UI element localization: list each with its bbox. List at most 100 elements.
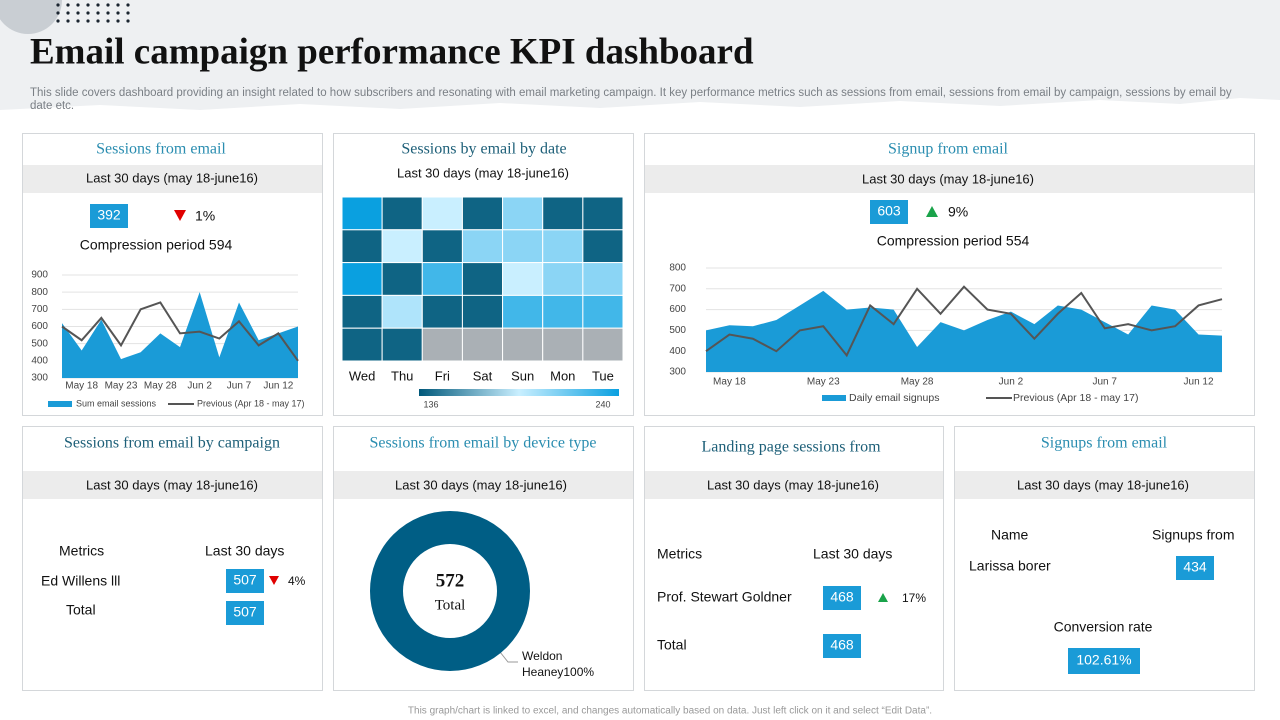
x-tick-label: Jun 2 bbox=[999, 377, 1024, 388]
heat-cell bbox=[381, 196, 423, 231]
heat-cell bbox=[461, 294, 504, 329]
decor-dots bbox=[56, 3, 130, 23]
heat-cell bbox=[381, 327, 423, 362]
row-change: 17% bbox=[902, 591, 926, 605]
change-arrow bbox=[174, 210, 186, 221]
x-tick-label: Mon bbox=[550, 368, 575, 383]
heat-cell bbox=[461, 262, 504, 296]
heat-cell bbox=[502, 196, 544, 231]
heat-cell bbox=[341, 229, 383, 264]
row-value: 434 bbox=[1183, 559, 1207, 575]
footer: This graph/chart is linked to excel, and… bbox=[408, 706, 932, 717]
kpi-note: Compression period 554 bbox=[877, 233, 1030, 249]
badge bbox=[823, 634, 861, 658]
heat-cell bbox=[341, 327, 383, 362]
arrow bbox=[269, 576, 279, 585]
heat-cell bbox=[582, 294, 624, 329]
leader-line bbox=[499, 651, 518, 663]
row-value: 468 bbox=[830, 589, 854, 605]
column-header: Last 30 days bbox=[813, 546, 892, 562]
x-tick-label: Sat bbox=[473, 368, 493, 383]
period-bar bbox=[645, 471, 943, 499]
column-header: Signups from bbox=[1152, 527, 1234, 543]
heat-cell bbox=[542, 327, 584, 362]
heat-cell bbox=[421, 262, 463, 296]
area bbox=[706, 290, 1222, 372]
y-tick-label: 800 bbox=[669, 263, 686, 274]
panel bbox=[22, 426, 323, 691]
area bbox=[62, 292, 298, 378]
heat-cell bbox=[542, 262, 584, 296]
column-header: Name bbox=[991, 527, 1029, 543]
heat-cell bbox=[341, 294, 383, 329]
x-tick-label: Tue bbox=[592, 368, 614, 383]
y-tick-label: 800 bbox=[31, 287, 48, 298]
row-value: 507 bbox=[233, 572, 257, 588]
column-header: Last 30 days bbox=[205, 543, 284, 559]
x-tick-label: May 18 bbox=[65, 381, 98, 392]
legend-swatch bbox=[48, 401, 72, 407]
legend-label: Previous (Apr 18 - may 17) bbox=[1013, 392, 1138, 404]
arrow bbox=[926, 206, 938, 217]
panel-title: Signup from email bbox=[888, 141, 1009, 158]
column-header: Metrics bbox=[59, 543, 104, 559]
heat-cell bbox=[582, 327, 624, 362]
row-value: 507 bbox=[233, 604, 257, 620]
period: Last 30 days (may 18-june16) bbox=[86, 170, 258, 185]
donut-segment bbox=[370, 511, 530, 671]
period: Last 30 days (may 18-june16) bbox=[397, 165, 569, 180]
panel bbox=[644, 426, 944, 691]
x-tick-label: Jun 12 bbox=[1184, 377, 1214, 388]
heat-cell bbox=[421, 196, 463, 231]
period-bar bbox=[23, 471, 322, 499]
legend-label: Previous (Apr 18 - may 17) bbox=[197, 398, 305, 408]
heat-cell bbox=[381, 294, 423, 329]
kpi-value: 603 bbox=[877, 203, 901, 219]
page-title: Email campaign performance KPI dashboard bbox=[30, 31, 754, 72]
heat-cell bbox=[542, 229, 584, 264]
color-scale bbox=[419, 389, 619, 396]
row-value: 468 bbox=[830, 637, 854, 653]
y-tick-label: 900 bbox=[31, 270, 48, 281]
badge bbox=[1068, 648, 1140, 674]
heat-cell bbox=[502, 262, 544, 296]
x-tick-label: Jun 7 bbox=[1092, 377, 1117, 388]
heat-cell bbox=[461, 327, 504, 362]
heat-cell bbox=[542, 196, 584, 231]
x-tick-label: May 23 bbox=[105, 381, 138, 392]
heat-cell bbox=[381, 262, 423, 296]
y-tick-label: 600 bbox=[31, 321, 48, 332]
y-tick-label: 700 bbox=[31, 304, 48, 315]
line bbox=[705, 285, 1223, 358]
legend-label: Daily email signups bbox=[849, 392, 939, 404]
change-arrow bbox=[926, 206, 938, 217]
kpi-change: 1% bbox=[195, 208, 215, 224]
row-label: Larissa borer bbox=[969, 558, 1051, 574]
heat-cell bbox=[421, 294, 463, 329]
period-bar bbox=[23, 165, 322, 193]
row-change: 4% bbox=[288, 574, 306, 588]
kpi-change: 9% bbox=[948, 204, 968, 220]
x-tick-label: Sun bbox=[511, 368, 534, 383]
panel-title: Landing page sessions from bbox=[701, 439, 881, 456]
column-header: Metrics bbox=[657, 546, 702, 562]
heat-cell bbox=[381, 229, 423, 264]
subtitle-box: This slide covers dashboard providing an… bbox=[30, 87, 1232, 112]
period-bar bbox=[955, 471, 1254, 499]
y-tick-label: 400 bbox=[669, 346, 686, 357]
page-subtitle: This slide covers dashboard providing an… bbox=[30, 87, 1232, 112]
color-scale-label: 240 bbox=[595, 399, 610, 409]
heat-cell bbox=[582, 262, 624, 296]
x-tick-label: Jun 7 bbox=[227, 381, 252, 392]
heat-cell bbox=[542, 294, 584, 329]
x-tick-label: Thu bbox=[391, 368, 413, 383]
period: Last 30 days (may 18-june16) bbox=[862, 171, 1034, 186]
panel-title: Signups from email bbox=[1041, 435, 1168, 452]
color-scale-label: 136 bbox=[423, 399, 438, 409]
kpi-value: 392 bbox=[97, 207, 121, 223]
kpi-note: Compression period 594 bbox=[80, 237, 233, 253]
y-tick-label: 500 bbox=[669, 325, 686, 336]
heat-cell bbox=[341, 196, 383, 231]
arrow bbox=[878, 593, 888, 602]
